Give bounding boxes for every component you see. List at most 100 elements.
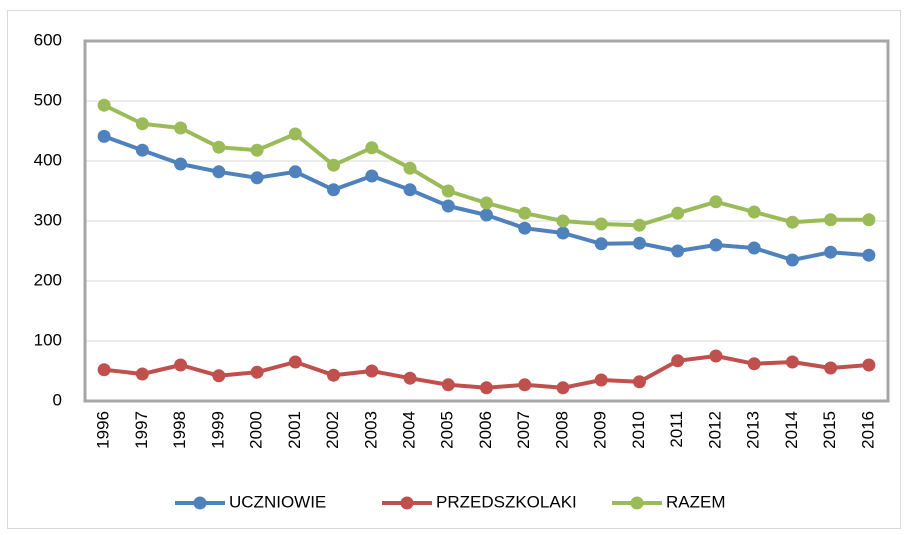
data-point: [518, 378, 532, 392]
x-tick-label: 2013: [744, 411, 763, 449]
x-tick-label: 2007: [514, 411, 533, 449]
data-point: [327, 183, 341, 197]
data-point: [97, 363, 111, 377]
x-tick-label: 2004: [400, 411, 419, 449]
data-point: [135, 143, 149, 157]
data-point: [480, 196, 493, 210]
legend-label: UCZNIOWIE: [229, 492, 326, 511]
x-tick-label: 2002: [323, 411, 342, 449]
plot-frame: [83, 39, 890, 403]
data-point: [365, 169, 379, 183]
data-point: [403, 183, 417, 197]
data-point: [174, 157, 188, 171]
legend-label: PRZEDSZKOLAKI: [436, 492, 577, 511]
data-point: [747, 357, 761, 371]
x-tick-label: 2008: [552, 411, 571, 449]
data-point: [135, 117, 149, 131]
data-point: [747, 241, 761, 255]
x-tick-label: 2003: [361, 411, 380, 449]
x-tick-label: 2010: [629, 411, 648, 449]
data-point: [212, 369, 226, 383]
data-point: [556, 226, 570, 240]
data-point: [709, 349, 723, 363]
data-point: [594, 373, 608, 387]
data-point: [250, 171, 264, 185]
x-tick-label: 2012: [705, 411, 724, 449]
data-point: [824, 361, 838, 375]
data-point: [556, 381, 570, 395]
data-point: [747, 205, 761, 219]
data-point: [671, 244, 685, 258]
chart-border: [7, 10, 901, 529]
data-point: [671, 206, 685, 220]
data-point: [174, 358, 188, 372]
data-point: [97, 98, 111, 112]
data-point: [824, 213, 838, 227]
data-point: [174, 121, 188, 135]
data-point: [632, 375, 646, 389]
data-point: [632, 236, 646, 250]
data-point: [824, 245, 838, 259]
data-point: [288, 127, 302, 141]
x-tick-label: 2011: [667, 411, 686, 448]
data-point: [250, 143, 264, 157]
data-point: [250, 365, 264, 379]
data-point: [135, 367, 149, 381]
data-point: [785, 253, 799, 267]
legend-label: RAZEM: [666, 492, 726, 511]
x-tick-label: 1999: [208, 411, 227, 449]
data-point: [671, 354, 685, 368]
x-tick-label: 2014: [782, 411, 801, 449]
data-point: [403, 161, 417, 175]
data-point: [480, 208, 493, 222]
data-point: [288, 355, 302, 369]
data-point: [709, 238, 723, 252]
x-tick-label: 2016: [858, 411, 877, 449]
data-point: [709, 195, 723, 209]
x-tick-label: 2006: [476, 411, 495, 449]
x-tick-label: 1998: [170, 411, 189, 449]
data-point: [97, 129, 111, 143]
data-point: [518, 221, 532, 235]
x-tick-label: 2015: [820, 411, 839, 449]
y-tick-label: 300: [34, 210, 62, 229]
x-tick-label: 2000: [247, 411, 266, 449]
legend-marker: [193, 496, 207, 510]
data-point: [862, 358, 876, 372]
data-point: [785, 355, 799, 369]
data-point: [441, 199, 455, 213]
data-point: [365, 364, 379, 378]
data-point: [862, 213, 876, 227]
data-point: [327, 368, 341, 382]
x-tick-label: 2005: [438, 411, 457, 449]
y-tick-label: 100: [34, 330, 62, 349]
data-point: [327, 158, 341, 172]
data-point: [288, 165, 302, 179]
legend-marker: [630, 496, 644, 510]
data-point: [212, 140, 226, 154]
y-tick-label: 500: [34, 90, 62, 109]
data-point: [594, 237, 608, 251]
data-point: [518, 206, 532, 220]
data-point: [632, 218, 646, 232]
data-point: [785, 215, 799, 229]
x-tick-label: 2009: [591, 411, 610, 449]
data-point: [556, 214, 570, 228]
data-point: [212, 165, 226, 179]
y-tick-label: 200: [34, 270, 62, 289]
data-point: [441, 184, 455, 198]
data-point: [365, 141, 379, 155]
data-point: [480, 381, 493, 395]
data-point: [862, 248, 876, 262]
legend-marker: [400, 496, 414, 510]
data-point: [441, 378, 455, 392]
x-tick-label: 1996: [94, 411, 113, 449]
x-tick-label: 1997: [132, 411, 151, 449]
y-tick-label: 400: [34, 150, 62, 169]
y-tick-label: 0: [53, 390, 62, 409]
y-tick-label: 600: [34, 30, 62, 49]
data-point: [594, 217, 608, 231]
x-tick-label: 2001: [285, 411, 304, 449]
data-point: [403, 371, 417, 385]
